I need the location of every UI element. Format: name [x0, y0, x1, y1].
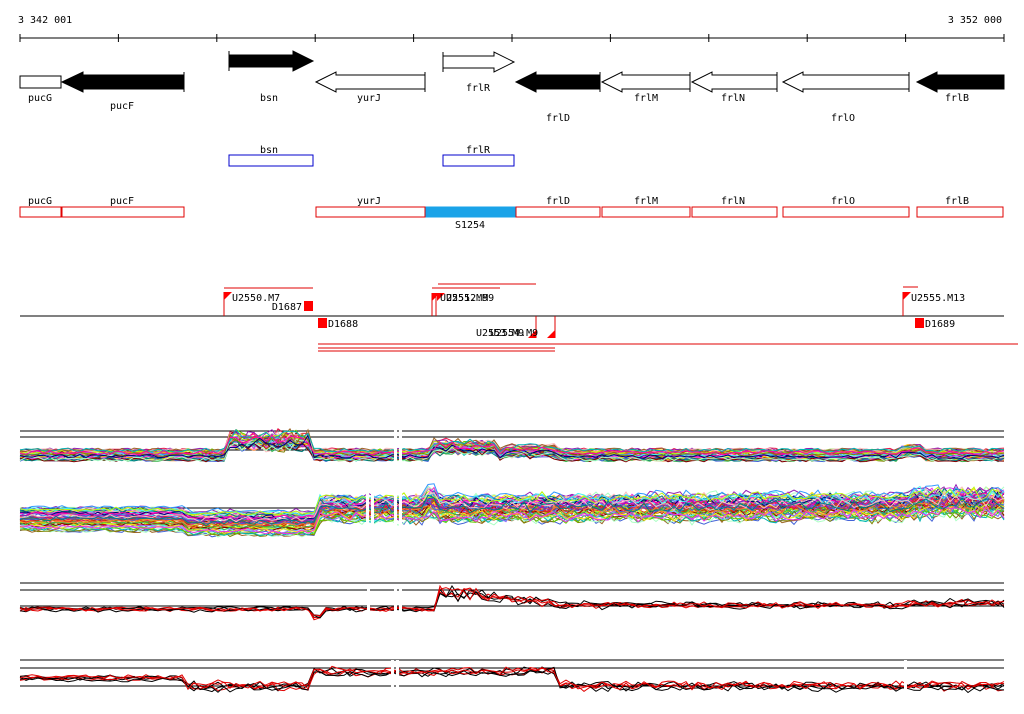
gene-label-frlN: frlN: [721, 93, 745, 104]
gene-label-pucG: pucG: [28, 93, 52, 104]
gene-label-frlO: frlO: [831, 113, 855, 124]
coordinate-ruler: 3 342 001 3 352 000: [18, 15, 1005, 42]
tu-label-U2553-M9: U2553.M9: [476, 328, 524, 339]
expression-panel-tiling: [19, 408, 1005, 470]
annot-label-frlB: frlB: [945, 196, 969, 207]
gene-arrow-frlO[interactable]: [781, 71, 910, 93]
promoter-flag-U2553[interactable]: [528, 330, 536, 338]
ruler-end-label: 3 352 000: [948, 15, 1002, 26]
gene-label-frlB: frlB: [945, 93, 969, 104]
gene-label-frlR: frlR: [466, 83, 491, 94]
gene-arrow-pucF[interactable]: [60, 71, 185, 93]
sigma-track: bsn frlR: [228, 145, 515, 167]
sigma-box-bsn[interactable]: [228, 154, 314, 167]
annot-label-frlO: frlO: [831, 196, 855, 207]
tu-label-U2552-M9: U2552.M9: [446, 293, 494, 304]
annotation-track: pucG pucF yurJ S1254 frlD frlM frlN frlO…: [19, 196, 1004, 231]
annot-box-frlM[interactable]: [601, 206, 691, 218]
sigma-label-frlR: frlR: [466, 145, 491, 156]
tu-label-U2550-M7: U2550.M7: [232, 293, 280, 304]
annot-label-frlM: frlM: [634, 196, 658, 207]
gene-label-yurJ: yurJ: [357, 93, 381, 104]
promoter-flag-U2552[interactable]: [437, 293, 445, 301]
ruler-start-label: 3 342 001: [18, 15, 72, 26]
promoter-flag-U2550[interactable]: [224, 292, 232, 300]
expression-panel-summary: [19, 582, 1005, 624]
annot-box-pucG[interactable]: [19, 206, 62, 218]
promoter-flag-U2554[interactable]: [547, 330, 555, 338]
tu-label-U2554-M9: U2554.M9: [490, 328, 538, 339]
promoter-flag-U2555[interactable]: [903, 292, 911, 300]
transcription-unit-track: U2550.M7 D1687 D1688 U2551.M9 U2552.M9 U…: [20, 283, 1018, 352]
tu-label-D1688: D1688: [328, 319, 358, 330]
gene-label-frlM: frlM: [634, 93, 658, 104]
annot-label-frlD: frlD: [546, 196, 570, 207]
annot-label-pucG: pucG: [28, 196, 52, 207]
segment-label: S1254: [455, 220, 485, 231]
ruler-ticks: [19, 34, 1005, 42]
tu-label-D1689: D1689: [925, 319, 955, 330]
terminator-D1689[interactable]: [915, 318, 924, 328]
gene-arrow-frlN[interactable]: [690, 71, 778, 93]
sigma-label-bsn: bsn: [260, 145, 278, 156]
annot-box-pucF[interactable]: [61, 206, 185, 218]
gene-arrow-pucG[interactable]: [19, 75, 62, 89]
annot-label-pucF: pucF: [110, 196, 134, 207]
expression-panel-summary-2: [19, 659, 1005, 696]
gene-arrow-bsn[interactable]: [228, 50, 315, 72]
gene-track: pucG pucF bsn yurJ frlR frlD frlM frlN f…: [19, 50, 1005, 124]
annot-box-yurJ[interactable]: [315, 206, 426, 218]
gene-label-bsn: bsn: [260, 93, 278, 104]
annot-box-frlN[interactable]: [691, 206, 778, 218]
terminator-D1687[interactable]: [304, 301, 313, 311]
tu-label-U2555-M13: U2555.M13: [911, 293, 965, 304]
annot-box-frlB[interactable]: [916, 206, 1004, 218]
gene-arrow-frlB[interactable]: [915, 71, 1005, 93]
tu-label-D1687: D1687: [272, 302, 302, 313]
gene-arrow-frlR[interactable]: [442, 51, 516, 73]
annot-box-frlO[interactable]: [782, 206, 910, 218]
tu-label-U2551-M9: U2551.M9: [440, 293, 488, 304]
gene-arrow-yurJ[interactable]: [314, 71, 426, 93]
gene-arrow-frlM[interactable]: [600, 71, 691, 93]
annot-box-frlD[interactable]: [515, 206, 601, 218]
terminator-D1688[interactable]: [318, 318, 327, 328]
expression-panel-conditions: [19, 476, 1005, 547]
segment-S1254[interactable]: [425, 206, 517, 218]
gene-label-frlD: frlD: [546, 113, 570, 124]
annot-label-frlN: frlN: [721, 196, 745, 207]
sigma-box-frlR[interactable]: [442, 154, 515, 167]
annot-label-yurJ: yurJ: [357, 196, 381, 207]
gene-arrow-frlD[interactable]: [514, 71, 601, 93]
gene-label-pucF: pucF: [110, 101, 134, 112]
